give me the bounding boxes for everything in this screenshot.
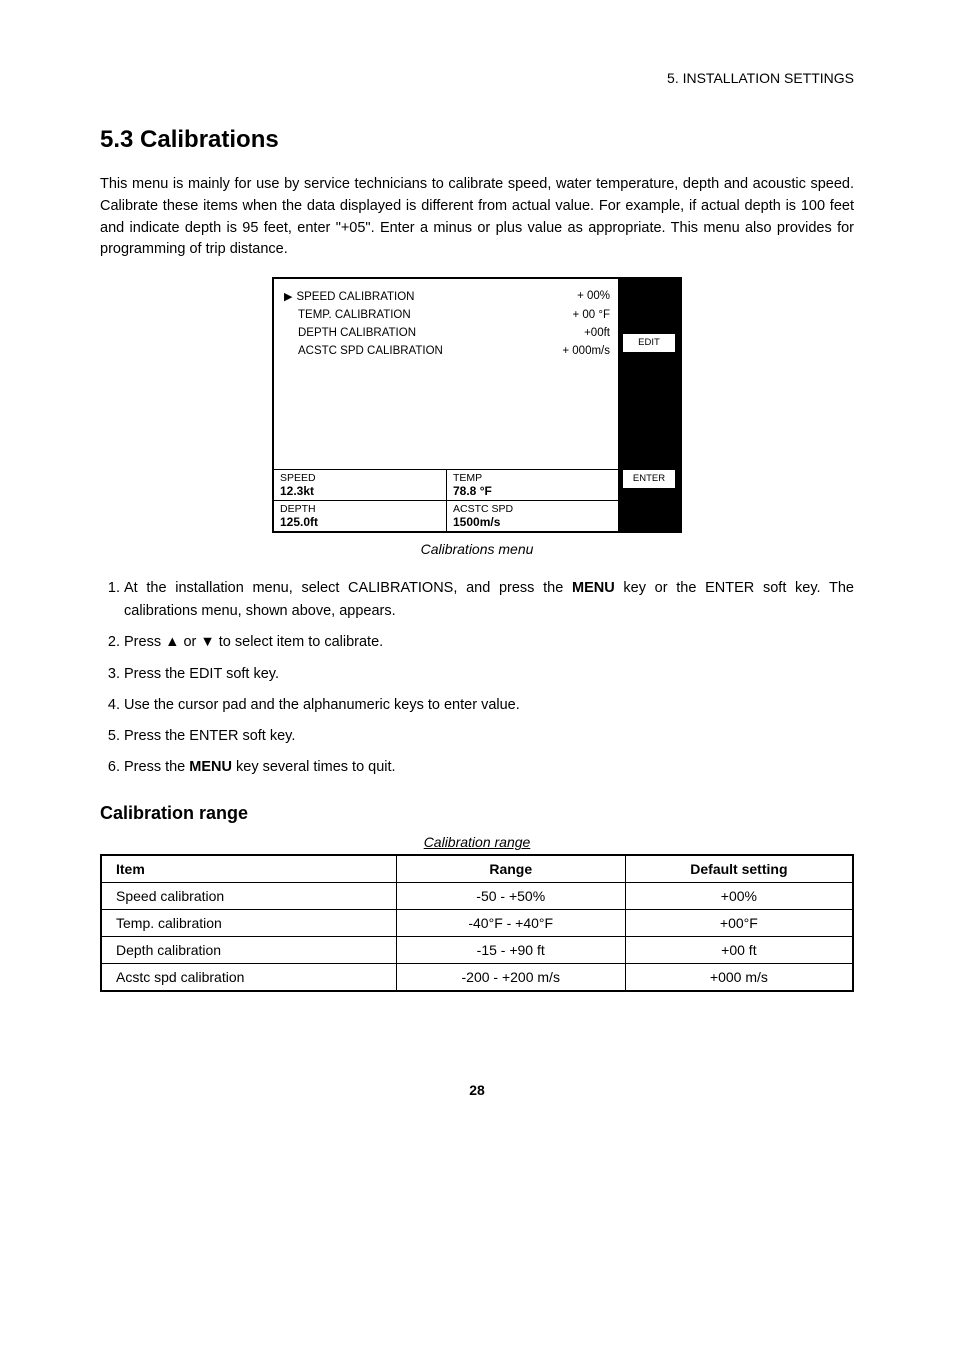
cell: +000 m/s [625,964,853,992]
menu-item-depth-cal[interactable]: DEPTH CALIBRATION +00ft [284,324,610,342]
readout-label: ACSTC SPD [453,503,612,515]
cell: Temp. calibration [101,910,396,937]
menu-item-label: ACSTC SPD CALIBRATION [298,345,443,357]
col-default: Default setting [625,855,853,883]
menu-item-label: DEPTH CALIBRATION [298,327,416,339]
softkey-column: EDIT ENTER [618,279,680,531]
menu-item-label: SPEED CALIBRATION [296,291,414,303]
cell: +00°F [625,910,853,937]
cell: Acstc spd calibration [101,964,396,992]
readout-temp: TEMP 78.8 °F [446,470,618,500]
section-title-calibrations: 5.3 Calibrations [100,126,854,154]
menu-item-value: +00ft [584,327,610,339]
table-row: Temp. calibration -40°F - +40°F +00°F [101,910,853,937]
step-1: At the installation menu, select CALIBRA… [124,577,854,623]
menu-item-temp-cal[interactable]: TEMP. CALIBRATION + 00 °F [284,306,610,324]
readout-value: 12.3kt [280,484,440,498]
calibration-range-table: Item Range Default setting Speed calibra… [100,854,854,992]
page-number: 28 [100,1082,854,1098]
table-row: Depth calibration -15 - +90 ft +00 ft [101,937,853,964]
table-caption: Calibration range [100,834,854,850]
col-item: Item [101,855,396,883]
menu-item-label: TEMP. CALIBRATION [298,309,411,321]
cell: -200 - +200 m/s [396,964,625,992]
table-header-row: Item Range Default setting [101,855,853,883]
table-row: Speed calibration -50 - +50% +00% [101,883,853,910]
menu-item-value: + 000m/s [562,345,610,357]
readout-acstc: ACSTC SPD 1500m/s [446,500,618,531]
readout-label: SPEED [280,472,440,484]
step-6: Press the MENU key several times to quit… [124,756,854,779]
cell: -40°F - +40°F [396,910,625,937]
cell: +00% [625,883,853,910]
menu-item-value: + 00 °F [572,309,610,321]
page-header: 5. INSTALLATION SETTINGS [100,70,854,86]
step-5: Press the ENTER soft key. [124,725,854,748]
softkey-edit[interactable]: EDIT [622,333,676,353]
readout-label: TEMP [453,472,612,484]
cell: -50 - +50% [396,883,625,910]
col-range: Range [396,855,625,883]
figure-caption: Calibrations menu [100,541,854,557]
readout-value: 1500m/s [453,515,612,529]
softkey-enter[interactable]: ENTER [622,469,676,489]
menu-item-speed-cal[interactable]: ▶ SPEED CALIBRATION + 00% [284,287,610,306]
readout-label: DEPTH [280,503,440,515]
readout-depth: DEPTH 125.0ft [274,500,446,531]
menu-item-acstc-cal[interactable]: ACSTC SPD CALIBRATION + 000m/s [284,342,610,360]
readout-grid: SPEED 12.3kt TEMP 78.8 °F DEPTH 125.0ft … [274,469,618,531]
cell: -15 - +90 ft [396,937,625,964]
table-row: Acstc spd calibration -200 - +200 m/s +0… [101,964,853,992]
step-2: Press ▲ or ▼ to select item to calibrate… [124,631,854,654]
step-4: Use the cursor pad and the alphanumeric … [124,694,854,717]
cell: +00 ft [625,937,853,964]
steps-list: At the installation menu, select CALIBRA… [100,577,854,779]
cell: Speed calibration [101,883,396,910]
readout-speed: SPEED 12.3kt [274,470,446,500]
readout-value: 78.8 °F [453,484,612,498]
caret-icon: ▶ [284,290,292,303]
subheading-cal-range: Calibration range [100,803,854,824]
menu-item-value: + 00% [577,290,610,303]
step-3: Press the EDIT soft key. [124,663,854,686]
calibrations-menu-figure: ▶ SPEED CALIBRATION + 00% TEMP. CALIBRATI… [272,277,682,533]
readout-value: 125.0ft [280,515,440,529]
cell: Depth calibration [101,937,396,964]
intro-paragraph: This menu is mainly for use by service t… [100,174,854,261]
menu-list: ▶ SPEED CALIBRATION + 00% TEMP. CALIBRATI… [274,279,618,469]
